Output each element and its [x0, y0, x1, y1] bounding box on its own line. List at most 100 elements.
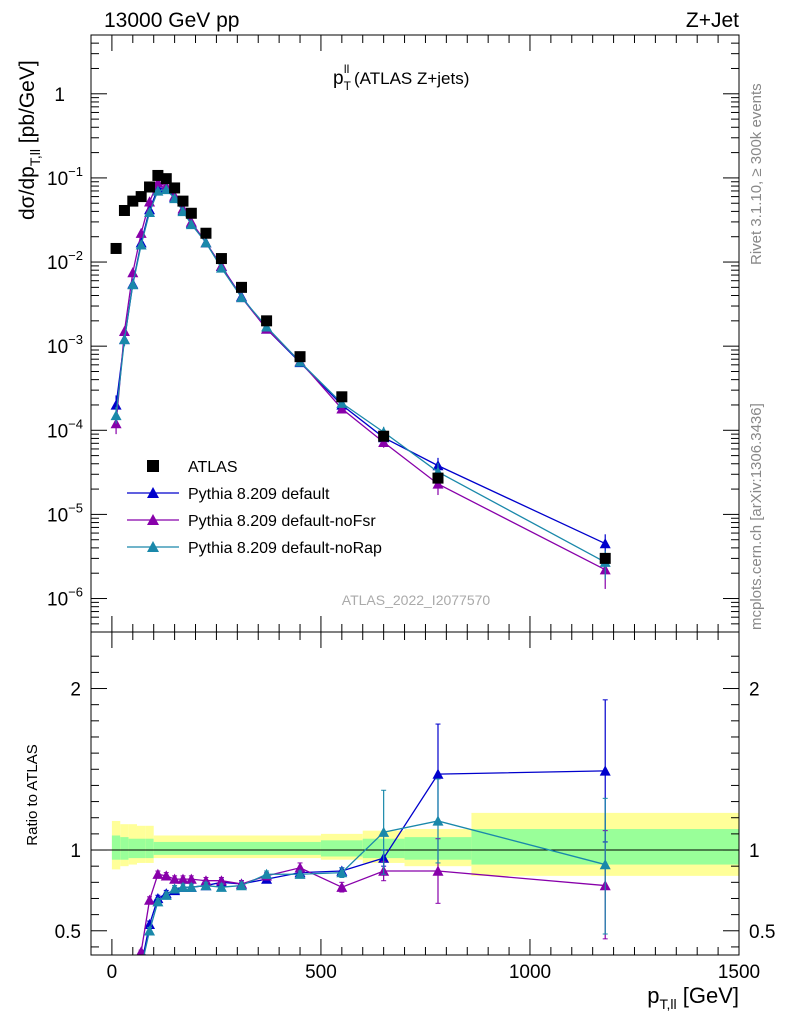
legend-label-nofsr: Pythia 8.209 default-noFsr — [188, 513, 376, 530]
main-ylabel-prefix: dσ/dp — [16, 166, 39, 220]
main-ytick-label: 10−1 — [47, 164, 83, 190]
ratio-ytick-label: 0.5 — [55, 922, 81, 943]
x-axis-label-p: p — [647, 983, 659, 1008]
main-series-point — [110, 399, 122, 410]
ratio-series-point — [160, 870, 172, 881]
ratio-series-point — [152, 868, 164, 879]
ratio-band-green — [136, 838, 146, 859]
main-series-point — [152, 177, 164, 188]
main-series-point — [261, 321, 273, 332]
ratio-series-point — [261, 868, 273, 879]
ratio-series-point — [185, 873, 197, 884]
ratio-series-point — [185, 881, 197, 892]
main-title-rest: (ATLAS Z+jets) — [349, 69, 469, 88]
main-ytick-exponent: −3 — [68, 332, 83, 347]
atlas-data-point — [160, 173, 172, 185]
atlas-data-point — [144, 181, 156, 193]
main-ytick-mantissa: 10 — [47, 505, 68, 526]
x-tick-label: 500 — [305, 962, 337, 983]
ratio-series-point — [111, 1004, 122, 1014]
main-ytick-exponent: −5 — [68, 500, 83, 515]
ratio-ticks: 0.5 0.5 1 1 2 2 0 500 1000 1500 — [55, 632, 775, 983]
ratio-series-point — [236, 880, 248, 891]
x-tick-label: 1000 — [509, 962, 551, 983]
ratio-series-point — [127, 990, 138, 1000]
ratio-series-point — [432, 865, 444, 876]
ratio-series-point — [200, 880, 212, 891]
ratio-ytick-label-right: 0.5 — [749, 922, 775, 943]
ratio-series-point — [215, 881, 227, 892]
ratio-series-point — [378, 826, 390, 837]
main-series-point — [185, 218, 197, 230]
ratio-series-point — [144, 894, 156, 905]
ratio-series-point — [136, 962, 147, 972]
main-ylabel-suffix: [pb/GeV] — [16, 60, 39, 149]
atlas-data-point — [599, 552, 611, 564]
ratio-series-point — [336, 867, 348, 878]
atlas-data-point — [177, 195, 189, 207]
x-tick-label: 0 — [107, 962, 118, 983]
ratio-ytick-label-right: 2 — [749, 680, 760, 701]
ratio-series-point — [294, 868, 306, 879]
main-series-point — [144, 206, 156, 217]
main-series-point — [336, 397, 348, 408]
ratio-series-group — [111, 699, 611, 1015]
main-ytick-exponent: −4 — [68, 416, 83, 431]
ratio-series-point — [169, 873, 181, 884]
atlas-data-point — [200, 227, 212, 239]
ratio-ytick-label-right: 1 — [749, 841, 760, 862]
legend-marker-norap — [147, 541, 159, 552]
x-axis-label-sub: T,ll — [660, 996, 677, 1012]
ratio-band-green — [320, 840, 363, 857]
ratio-series-point — [152, 896, 164, 907]
legend-marker-nofsr — [147, 514, 159, 525]
legend-label-default: Pythia 8.209 default — [188, 486, 330, 503]
main-series-point — [127, 279, 139, 290]
legend-marker-atlas — [147, 460, 159, 472]
main-ticks: 110−110−210−310−410−510−6 — [47, 34, 740, 633]
ratio-series-point — [127, 989, 138, 999]
legend-label-norap: Pythia 8.209 default-noRap — [188, 540, 382, 557]
ratio-ytick-label: 2 — [70, 680, 81, 701]
main-series-point — [336, 403, 348, 414]
atlas-data-point — [294, 351, 306, 363]
ratio-series-point — [119, 1001, 130, 1011]
header-left: 13000 GeV pp — [104, 9, 239, 32]
ratio-series-point — [177, 873, 189, 884]
atlas-data-point — [152, 169, 164, 181]
main-panel: 110−110−210−310−410−510−6 pTll (ATLAS Z+… — [16, 34, 740, 633]
ratio-series-point — [432, 768, 444, 779]
ratio-series-point — [111, 1005, 122, 1015]
ratio-series-layer — [111, 699, 611, 1015]
watermark: ATLAS_2022_I2077570 — [342, 592, 491, 608]
main-series-point — [236, 291, 248, 303]
atlas-data-point — [432, 472, 444, 484]
ratio-band-green — [128, 838, 137, 859]
main-ytick-mantissa: 10 — [47, 337, 68, 358]
ratio-series-point — [177, 881, 189, 892]
ratio-band-green — [195, 841, 321, 855]
ratio-series-point — [127, 983, 138, 993]
ratio-band-green — [111, 835, 121, 860]
main-ylabel-sub: T,ll — [27, 149, 43, 166]
legend-marker-default — [147, 487, 159, 498]
main-ytick-label: 1 — [54, 85, 65, 106]
ratio-band-green — [120, 837, 129, 860]
main-ytick-exponent: −1 — [68, 164, 83, 179]
ratio-band-green — [145, 838, 154, 859]
main-title: pTll (ATLAS Z+jets) — [333, 62, 469, 93]
x-axis-label: pT,ll [GeV] — [647, 983, 739, 1012]
atlas-data-point — [378, 430, 390, 442]
main-ytick-label: 10−3 — [47, 332, 83, 358]
ratio-series-point — [144, 925, 156, 936]
ratio-panel: 0.5 0.5 1 1 2 2 0 500 1000 1500 Ratio to ATLAS pT… — [24, 631, 775, 1015]
main-ytick-mantissa: 10 — [47, 590, 68, 611]
rivet-label: Rivet 3.1.10, ≥ 300k events — [748, 83, 765, 265]
main-ytick-label: 10−4 — [47, 416, 83, 442]
ratio-series-point — [144, 918, 156, 929]
ratio-ylabel: Ratio to ATLAS — [24, 744, 41, 845]
main-series-point — [152, 185, 164, 196]
mcplots-label: mcplots.cern.ch [arXiv:1306.3436] — [748, 403, 765, 630]
atlas-data-point — [236, 281, 248, 293]
main-ytick-exponent: −6 — [68, 585, 83, 600]
